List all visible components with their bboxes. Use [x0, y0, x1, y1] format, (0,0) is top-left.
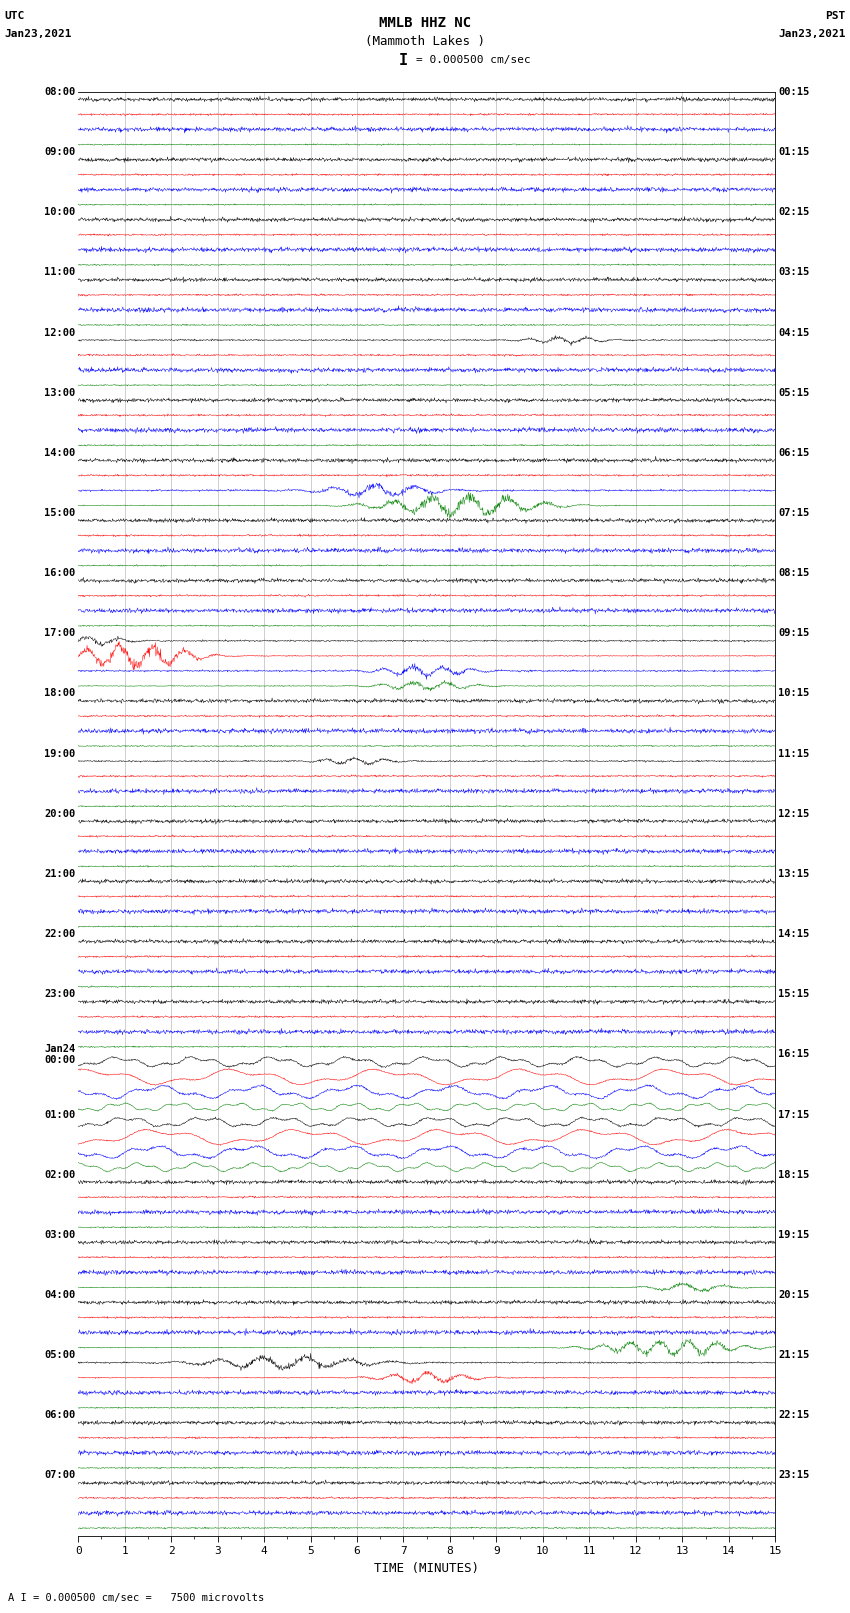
Text: UTC: UTC	[4, 11, 25, 21]
Text: 18:15: 18:15	[778, 1169, 809, 1179]
Text: A I = 0.000500 cm/sec =   7500 microvolts: A I = 0.000500 cm/sec = 7500 microvolts	[8, 1594, 264, 1603]
Text: 21:15: 21:15	[778, 1350, 809, 1360]
Text: 04:00: 04:00	[44, 1290, 76, 1300]
Text: 16:00: 16:00	[44, 568, 76, 577]
Text: 12:15: 12:15	[778, 808, 809, 819]
Text: 05:15: 05:15	[778, 387, 809, 398]
Text: 11:15: 11:15	[778, 748, 809, 758]
Text: 15:00: 15:00	[44, 508, 76, 518]
Text: 03:15: 03:15	[778, 268, 809, 277]
Text: 15:15: 15:15	[778, 989, 809, 998]
Text: 04:15: 04:15	[778, 327, 809, 337]
Text: 17:15: 17:15	[778, 1110, 809, 1119]
Text: 11:00: 11:00	[44, 268, 76, 277]
Text: 19:15: 19:15	[778, 1229, 809, 1240]
Text: 06:00: 06:00	[44, 1410, 76, 1421]
Text: 09:00: 09:00	[44, 147, 76, 156]
Text: 12:00: 12:00	[44, 327, 76, 337]
Text: 07:00: 07:00	[44, 1471, 76, 1481]
Text: = 0.000500 cm/sec: = 0.000500 cm/sec	[416, 55, 531, 65]
Text: I: I	[399, 53, 408, 68]
Text: 08:15: 08:15	[778, 568, 809, 577]
Text: 20:00: 20:00	[44, 808, 76, 819]
Text: 10:15: 10:15	[778, 689, 809, 698]
X-axis label: TIME (MINUTES): TIME (MINUTES)	[374, 1561, 479, 1574]
Text: 13:15: 13:15	[778, 869, 809, 879]
Text: Jan24
00:00: Jan24 00:00	[44, 1044, 76, 1065]
Text: Jan23,2021: Jan23,2021	[779, 29, 846, 39]
Text: 02:15: 02:15	[778, 206, 809, 218]
Text: Jan23,2021: Jan23,2021	[4, 29, 71, 39]
Text: 01:15: 01:15	[778, 147, 809, 156]
Text: 22:15: 22:15	[778, 1410, 809, 1421]
Text: 17:00: 17:00	[44, 629, 76, 639]
Text: 10:00: 10:00	[44, 206, 76, 218]
Text: 20:15: 20:15	[778, 1290, 809, 1300]
Text: 23:15: 23:15	[778, 1471, 809, 1481]
Text: 08:00: 08:00	[44, 87, 76, 97]
Text: 21:00: 21:00	[44, 869, 76, 879]
Text: 03:00: 03:00	[44, 1229, 76, 1240]
Text: 06:15: 06:15	[778, 448, 809, 458]
Text: 19:00: 19:00	[44, 748, 76, 758]
Text: 14:00: 14:00	[44, 448, 76, 458]
Text: 22:00: 22:00	[44, 929, 76, 939]
Text: 05:00: 05:00	[44, 1350, 76, 1360]
Text: 14:15: 14:15	[778, 929, 809, 939]
Text: 16:15: 16:15	[778, 1050, 809, 1060]
Text: MMLB HHZ NC: MMLB HHZ NC	[379, 16, 471, 31]
Text: 07:15: 07:15	[778, 508, 809, 518]
Text: 13:00: 13:00	[44, 387, 76, 398]
Text: 18:00: 18:00	[44, 689, 76, 698]
Text: 23:00: 23:00	[44, 989, 76, 998]
Text: 02:00: 02:00	[44, 1169, 76, 1179]
Text: (Mammoth Lakes ): (Mammoth Lakes )	[365, 35, 485, 48]
Text: 09:15: 09:15	[778, 629, 809, 639]
Text: PST: PST	[825, 11, 846, 21]
Text: 01:00: 01:00	[44, 1110, 76, 1119]
Text: 00:15: 00:15	[778, 87, 809, 97]
